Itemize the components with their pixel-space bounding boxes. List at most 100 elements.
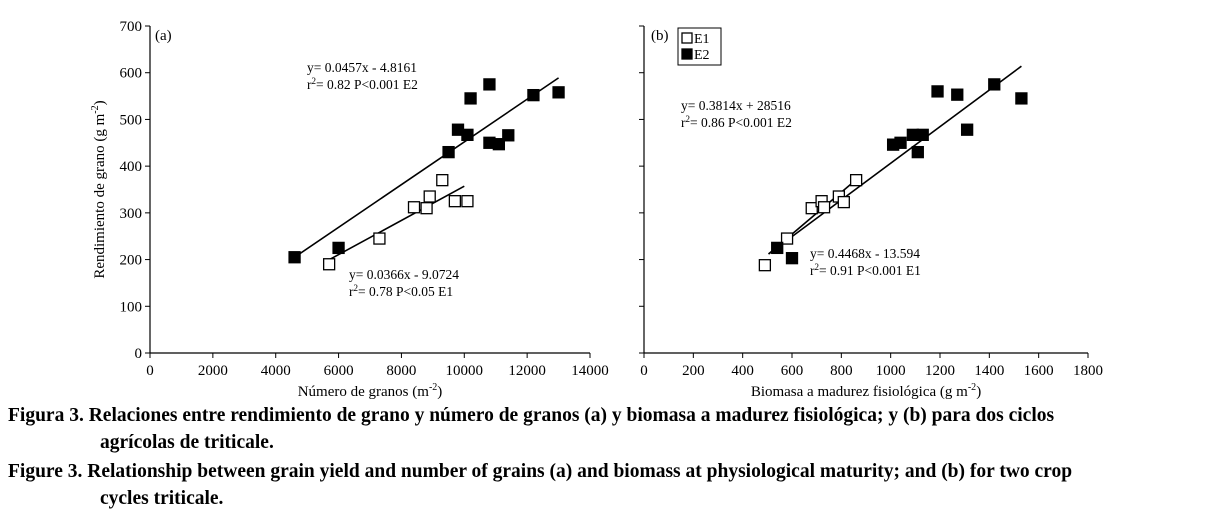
caption-spanish-line-2: agrícolas de triticale. xyxy=(100,432,274,453)
panel-a-point-e1 xyxy=(420,202,433,215)
panel-b-x-label-main: Biomasa a madurez fisiológica (g m xyxy=(751,384,968,400)
panel-a-r2-rest: = 0.78 P<0.05 E1 xyxy=(358,284,453,299)
panel-b-r2-sup: 2 xyxy=(686,114,691,124)
panel-b-x-tick-label: 1800 xyxy=(1073,363,1103,379)
panel-a-equation-2: y= 0.0366x - 9.0724 xyxy=(349,267,459,282)
panel-a-y-tick-label: 600 xyxy=(120,66,143,82)
panel-b-legend-marker-e2 xyxy=(681,48,693,60)
panel-a-x-label-end: ) xyxy=(437,384,442,400)
panel-b-point-e2 xyxy=(951,88,964,101)
panel-a-point-e2 xyxy=(527,88,540,102)
panel-b-x-tick-label: 0 xyxy=(640,363,648,379)
panel-a-y-tick-label: 400 xyxy=(120,159,143,175)
panel-b-r2-rest: = 0.86 P<0.001 E2 xyxy=(690,115,792,130)
panel-b-x-tick-label: 1600 xyxy=(1024,363,1054,379)
panel-b-point-e2 xyxy=(916,128,929,141)
panel-b-point-e1 xyxy=(805,202,818,215)
panel-a-r2-sup: 2 xyxy=(354,283,359,293)
panel-a: 0 100 200 300 400 500 600 700 0 2000 4000 6000 8000 1… xyxy=(90,19,609,400)
panel-b-point-e1 xyxy=(837,195,850,209)
panel-b-x-tick-label: 600 xyxy=(781,363,804,379)
caption-spanish-line-1: Figura 3. Relaciones entre rendimiento d… xyxy=(8,405,1055,426)
panel-a-x-tick-label: 14000 xyxy=(571,363,609,379)
panel-a-equation-1: y= 0.0457x - 4.8161 xyxy=(307,60,417,75)
panel-a-point-e2 xyxy=(483,78,496,91)
panel-b-point-e2 xyxy=(911,145,924,159)
panel-a-y-tick-label: 100 xyxy=(120,299,143,315)
panel-a-y-tick-label: 700 xyxy=(120,19,143,35)
figure: 0 100 200 300 400 500 600 700 0 2000 4000 6000 8000 1… xyxy=(90,19,1103,400)
panel-a-point-e2 xyxy=(552,86,565,99)
panel-b-x-tick-label: 1000 xyxy=(876,363,906,379)
panel-a-point-e1 xyxy=(373,232,386,245)
panel-a-r2-2: r2= 0.78 P<0.05 E1 xyxy=(349,283,453,299)
caption-english-line-2: cycles triticale. xyxy=(100,488,224,509)
panel-b-x-label-sup: -2 xyxy=(968,382,976,393)
panel-b-fit-line-1 xyxy=(768,65,1022,255)
caption-spanish: Figura 3. Relaciones entre rendimiento d… xyxy=(8,402,1220,456)
panel-b-panel-label: (b) xyxy=(651,28,669,44)
panel-b-legend-marker-e1 xyxy=(681,32,693,44)
panel-b-r2-sup: 2 xyxy=(815,262,820,272)
panel-a-x-label: Número de granos (m-2) xyxy=(298,382,443,400)
panel-b-x-tick-label: 1400 xyxy=(974,363,1004,379)
panel-b-r2-1: r2= 0.86 P<0.001 E2 xyxy=(681,114,792,130)
panel-a-y-label-main: Rendimiento de grano (g m xyxy=(92,113,108,278)
panel-a-point-e2 xyxy=(492,138,506,151)
panel-a-point-e2 xyxy=(502,129,515,142)
panel-b-point-e2 xyxy=(988,78,1001,91)
panel-b-legend-label: E2 xyxy=(694,48,710,63)
panel-a-point-e1 xyxy=(448,195,462,208)
panel-a-point-e2 xyxy=(461,128,474,141)
panel-a-y-tick-label: 200 xyxy=(120,253,143,269)
panel-b-point-e1 xyxy=(780,232,794,245)
panel-a-x-tick-label: 4000 xyxy=(261,363,291,379)
panel-b-legend-label: E1 xyxy=(694,32,710,47)
panel-b-equation-1: y= 0.3814x + 28516 xyxy=(681,98,791,113)
panel-a-y-label: Rendimiento de grano (g m-2) xyxy=(90,100,108,278)
panel-a-point-e1 xyxy=(407,201,421,214)
panel-b-x-tick-label: 400 xyxy=(731,363,754,379)
panel-a-point-e1 xyxy=(322,258,336,271)
panel-a-x-tick-label: 10000 xyxy=(446,363,484,379)
panel-b-point-e2 xyxy=(785,252,799,265)
panel-a-x-tick-label: 2000 xyxy=(198,363,228,379)
panel-b-x-tick-label: 1200 xyxy=(925,363,955,379)
panel-b-point-e2 xyxy=(931,85,944,98)
panel-a-y-tick-label: 300 xyxy=(120,206,143,222)
panel-b-x-tick-label: 200 xyxy=(682,363,705,379)
panel-b-point-e1 xyxy=(817,201,831,214)
caption-english-line-1: Figure 3. Relationship between grain yie… xyxy=(8,461,1073,482)
panel-a-x-tick-label: 12000 xyxy=(508,363,546,379)
panel-a-panel-label: (a) xyxy=(155,28,172,44)
panel-a-point-e1 xyxy=(423,190,436,203)
panel-b-x-label: Biomasa a madurez fisiológica (g m-2) xyxy=(751,382,981,400)
panel-a-point-e2 xyxy=(332,241,345,255)
panel-b-point-e1 xyxy=(758,259,772,272)
panel-b-point-e2 xyxy=(771,241,784,255)
panel-a-point-e1 xyxy=(461,195,474,208)
panel-a-x-tick-label: 8000 xyxy=(386,363,416,379)
panel-a-x-label-sup: -2 xyxy=(429,382,437,393)
panel-b-r2-2: r2= 0.91 P<0.001 E1 xyxy=(810,262,921,278)
panel-a-y-tick-label: 500 xyxy=(120,112,143,128)
panel-a-fit-line-2 xyxy=(294,77,560,258)
panel-a-fit-line-1 xyxy=(325,185,465,263)
panel-a-x-tick-label: 6000 xyxy=(324,363,354,379)
panel-a-r2-r: r xyxy=(307,77,312,92)
panel-b-r2-r: r xyxy=(681,115,686,130)
panel-a-point-e2 xyxy=(464,92,477,105)
panel-a-r2-1: r2= 0.82 P<0.001 E2 xyxy=(307,76,418,92)
panel-b-point-e2 xyxy=(960,123,974,136)
panel-a-r2-sup: 2 xyxy=(312,76,317,86)
panel-a-point-e2 xyxy=(288,251,301,264)
panel-a-y-tick-label: 0 xyxy=(135,346,143,362)
panel-b-point-e2 xyxy=(1015,92,1028,105)
panel-b-r2-rest: = 0.91 P<0.001 E1 xyxy=(819,263,921,278)
panel-a-point-e2 xyxy=(442,145,455,159)
panel-a-y-label-sup: -2 xyxy=(90,105,101,113)
panel-b-equation-2: y= 0.4468x - 13.594 xyxy=(810,246,920,261)
panel-b-r2-r: r xyxy=(810,263,815,278)
panel-a-r2-rest: = 0.82 P<0.001 E2 xyxy=(316,77,418,92)
caption-english: Figure 3. Relationship between grain yie… xyxy=(8,458,1220,512)
